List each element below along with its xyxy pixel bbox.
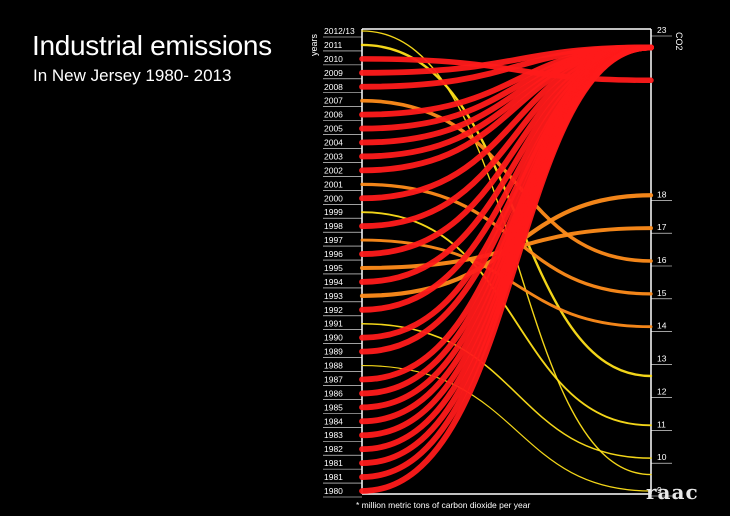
year-label: 1990 xyxy=(324,333,343,343)
year-label: 1988 xyxy=(324,361,343,371)
year-label: 2009 xyxy=(324,68,343,78)
year-label: 2002 xyxy=(324,165,343,175)
co2-tick-label: 15 xyxy=(657,288,667,298)
year-label: 1982 xyxy=(324,444,343,454)
co2-tick-label: 13 xyxy=(657,354,667,364)
year-label: 2011 xyxy=(324,40,343,50)
year-label: 1983 xyxy=(324,430,343,440)
year-label: 1999 xyxy=(324,207,343,217)
co2-tick-label: 17 xyxy=(657,222,667,232)
year-label: 2006 xyxy=(324,110,343,120)
year-label: 2000 xyxy=(324,193,343,203)
co2-tick-label: 10 xyxy=(657,452,667,462)
co2-tick-label: 11 xyxy=(657,419,666,429)
co2-tick-label: 23 xyxy=(657,25,667,35)
year-label: 2004 xyxy=(324,138,343,148)
year-label: 2010 xyxy=(324,54,343,64)
footnote: * million metric tons of carbon dioxide … xyxy=(356,500,531,510)
year-label: 1981 xyxy=(324,458,343,468)
year-label: 2005 xyxy=(324,124,343,134)
co2-tick-label: 14 xyxy=(657,321,667,331)
year-label: 2001 xyxy=(324,179,343,189)
right-axis-label: CO2 xyxy=(674,32,684,51)
year-label: 1994 xyxy=(324,277,343,287)
series-line-25 xyxy=(361,364,652,492)
year-label: 1981 xyxy=(324,472,343,482)
year-label: 2012/13 xyxy=(324,26,355,36)
year-label: 1980 xyxy=(324,486,343,496)
year-label: 1995 xyxy=(324,263,343,273)
chart-title: Industrial emissions xyxy=(32,30,272,61)
co2-tick-label: 16 xyxy=(657,255,667,265)
chart-subtitle: In New Jersey 1980- 2013 xyxy=(33,66,232,85)
co2-tick-label: 18 xyxy=(657,189,667,199)
series-line-34 xyxy=(359,44,654,494)
year-label: 1991 xyxy=(324,319,343,329)
year-label: 1989 xyxy=(324,347,343,357)
year-label: 1985 xyxy=(324,402,343,412)
left-axis-label: years xyxy=(309,33,319,56)
year-label: 2007 xyxy=(324,96,343,106)
co2-tick-label: 12 xyxy=(657,386,667,396)
year-label: 1987 xyxy=(324,374,343,384)
year-label: 1997 xyxy=(324,235,343,245)
year-label: 1984 xyxy=(324,416,343,426)
series-line-22 xyxy=(361,322,652,459)
year-label: 1986 xyxy=(324,388,343,398)
year-label: 2003 xyxy=(324,151,343,161)
year-label: 2008 xyxy=(324,82,343,92)
co2-tick-label: 9 xyxy=(657,485,662,495)
brand-logo: raac xyxy=(646,480,699,504)
year-label: 1992 xyxy=(324,305,343,315)
year-label: 1996 xyxy=(324,249,343,259)
year-label: 1993 xyxy=(324,291,343,301)
year-label: 1998 xyxy=(324,221,343,231)
series-line-14 xyxy=(361,211,652,427)
